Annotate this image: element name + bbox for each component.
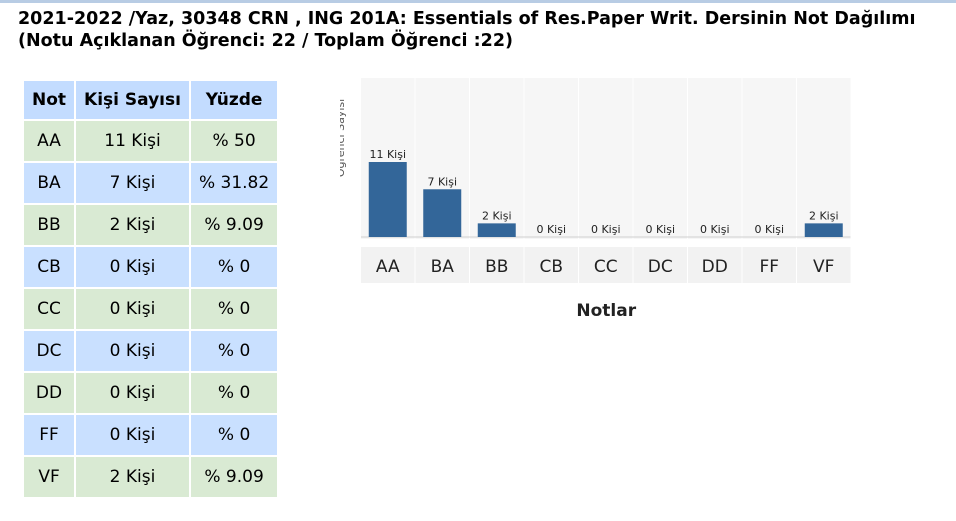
data-label: 0 Kişi [591,223,621,236]
percent-cell: % 0 [190,331,278,371]
count-cell: 0 Kişi [76,331,189,371]
data-label: 2 Kişi [482,209,512,222]
x-tick-label: BB [485,257,508,277]
header-grade: Not [24,81,75,119]
plot-column-bg [633,78,687,239]
grade-cell: CC [24,289,75,329]
data-label: 0 Kişi [700,223,730,236]
x-tick-label: VF [813,257,834,277]
x-axis-title: Notlar [576,301,636,321]
header-count: Kişi Sayısı [76,81,189,119]
x-tick-label: AA [376,257,400,277]
percent-cell: % 50 [190,121,278,161]
category-cell-bg [579,247,633,283]
percent-cell: % 31.82 [190,163,278,203]
count-cell: 11 Kişi [76,121,189,161]
table-row: VF 2 Kişi% 9.09 [24,457,278,497]
grade-cell: FF [24,415,75,455]
category-cell-bg [688,247,742,283]
count-cell: 0 Kişi [76,247,189,287]
x-tick-label: DD [702,257,728,277]
table-row: CB 0 Kişi% 0 [24,247,278,287]
x-tick-label: FF [759,257,779,277]
data-label: 0 Kişi [645,223,675,236]
data-label: 0 Kişi [536,223,566,236]
grade-cell: DC [24,331,75,371]
grade-cell: VF [24,457,75,497]
plot-column-bg [524,78,578,239]
title-line-2: (Notu Açıklanan Öğrenci: 22 / Toplam Öğr… [18,31,513,51]
count-cell: 0 Kişi [76,373,189,413]
table-row: BA 7 Kişi% 31.82 [24,163,278,203]
x-tick-label: BA [431,257,455,277]
percent-cell: % 9.09 [190,205,278,245]
header-percent: Yüzde [190,81,278,119]
grade-cell: BA [24,163,75,203]
category-cell-bg [742,247,796,283]
data-label: 11 Kişi [369,148,406,161]
percent-cell: % 0 [190,247,278,287]
x-tick-label: DC [648,257,673,277]
data-label: 0 Kişi [754,223,784,236]
y-axis-title: Öğrenci Sayısı [340,99,347,177]
count-cell: 2 Kişi [76,205,189,245]
plot-column-bg [579,78,633,239]
plot-column-bg [688,78,742,239]
table-row: FF 0 Kişi% 0 [24,415,278,455]
bar-bb [477,223,516,237]
category-cell-bg [415,247,469,283]
top-border [0,0,956,3]
grade-bar-chart: 11 Kişi AA 7 Kişi BA 2 Kişi BB 0 Kişi CB 0 Kişi C… [340,78,851,321]
plot-column-bg [742,78,796,239]
percent-cell: % 0 [190,373,278,413]
percent-cell: % 0 [190,415,278,455]
bar-aa [368,162,407,237]
bar-vf [804,223,843,237]
grade-cell: DD [24,373,75,413]
count-cell: 7 Kişi [76,163,189,203]
percent-cell: % 9.09 [190,457,278,497]
count-cell: 2 Kişi [76,457,189,497]
table-row: DC 0 Kişi% 0 [24,331,278,371]
page-title: 2021-2022 /Yaz, 30348 CRN , ING 201A: Es… [18,8,915,52]
table-header-row: Not Kişi Sayısı Yüzde [24,81,278,119]
plot-column-bg [797,78,851,239]
grade-cell: BB [24,205,75,245]
table-row: CC 0 Kişi% 0 [24,289,278,329]
percent-cell: % 0 [190,289,278,329]
count-cell: 0 Kişi [76,415,189,455]
table-row: DD 0 Kişi% 0 [24,373,278,413]
table-row: AA 11 Kişi% 50 [24,121,278,161]
category-cell-bg [524,247,578,283]
category-cell-bg [361,247,415,283]
table-row: BB 2 Kişi% 9.09 [24,205,278,245]
category-cell-bg [633,247,687,283]
count-cell: 0 Kişi [76,289,189,329]
x-tick-label: CC [594,257,618,277]
bar-ba [423,189,462,237]
title-line-1: 2021-2022 /Yaz, 30348 CRN , ING 201A: Es… [18,9,916,29]
plot-column-bg [470,78,524,239]
category-cell-bg [797,247,851,283]
data-label: 2 Kişi [809,209,839,222]
category-cell-bg [470,247,524,283]
grade-cell: AA [24,121,75,161]
x-tick-label: CB [539,257,563,277]
grade-cell: CB [24,247,75,287]
data-label: 7 Kişi [427,175,457,188]
grade-distribution-table: Not Kişi Sayısı Yüzde AA 11 Kişi% 50 BA 7 … [22,79,279,499]
